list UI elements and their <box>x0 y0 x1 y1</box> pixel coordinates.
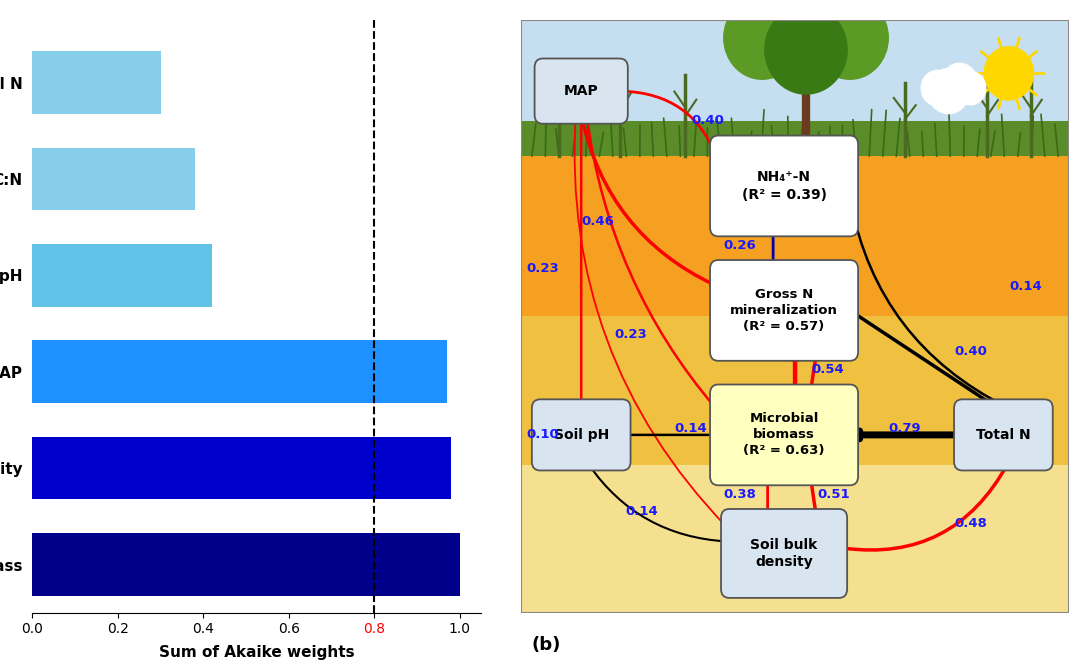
Bar <box>521 139 1069 316</box>
Text: Microbial
biomass
(R² = 0.63): Microbial biomass (R² = 0.63) <box>743 412 825 458</box>
FancyBboxPatch shape <box>531 400 631 470</box>
Circle shape <box>921 71 954 106</box>
Circle shape <box>942 63 977 101</box>
Text: 0.14: 0.14 <box>675 422 707 436</box>
Bar <box>521 121 1069 157</box>
FancyBboxPatch shape <box>954 400 1053 470</box>
Text: NH₄⁺-N
(R² = 0.39): NH₄⁺-N (R² = 0.39) <box>742 170 826 202</box>
Text: Total N: Total N <box>976 428 1030 442</box>
Text: 0.79: 0.79 <box>889 422 921 436</box>
FancyBboxPatch shape <box>721 509 847 598</box>
Bar <box>521 465 1069 613</box>
Text: 0.10: 0.10 <box>526 428 559 442</box>
Text: 0.40: 0.40 <box>691 115 724 127</box>
Bar <box>32 340 447 403</box>
Text: 0.14: 0.14 <box>625 505 658 518</box>
Circle shape <box>928 69 970 114</box>
Text: 0.23: 0.23 <box>615 328 647 340</box>
Text: 0.14: 0.14 <box>1009 280 1042 293</box>
Bar <box>32 533 460 596</box>
Circle shape <box>811 0 888 79</box>
Text: 0.26: 0.26 <box>724 238 757 252</box>
Bar <box>521 316 1069 465</box>
Text: (b): (b) <box>531 637 562 655</box>
X-axis label: Sum of Akaike weights: Sum of Akaike weights <box>159 645 354 660</box>
Text: 0.54: 0.54 <box>811 363 845 376</box>
FancyBboxPatch shape <box>710 136 859 236</box>
Circle shape <box>752 0 861 73</box>
Circle shape <box>984 47 1034 100</box>
Bar <box>32 51 161 114</box>
Text: Soil pH: Soil pH <box>554 428 609 442</box>
Text: 0.48: 0.48 <box>954 517 987 530</box>
Text: 0.38: 0.38 <box>724 488 757 501</box>
Text: 0.40: 0.40 <box>954 346 987 358</box>
Circle shape <box>724 0 800 79</box>
Bar <box>32 148 194 210</box>
Bar <box>32 244 212 307</box>
Circle shape <box>955 71 986 105</box>
FancyBboxPatch shape <box>535 59 627 124</box>
Bar <box>32 437 451 500</box>
Circle shape <box>765 5 847 94</box>
Text: 0.23: 0.23 <box>526 262 559 276</box>
Text: Gross N
mineralization
(R² = 0.57): Gross N mineralization (R² = 0.57) <box>730 288 838 333</box>
Text: MAP: MAP <box>564 84 598 98</box>
FancyBboxPatch shape <box>710 260 859 361</box>
Text: Soil bulk
density: Soil bulk density <box>751 538 818 569</box>
FancyBboxPatch shape <box>710 384 859 486</box>
Bar <box>521 20 1069 139</box>
Text: 0.46: 0.46 <box>581 215 615 228</box>
Text: 0.51: 0.51 <box>818 488 850 501</box>
